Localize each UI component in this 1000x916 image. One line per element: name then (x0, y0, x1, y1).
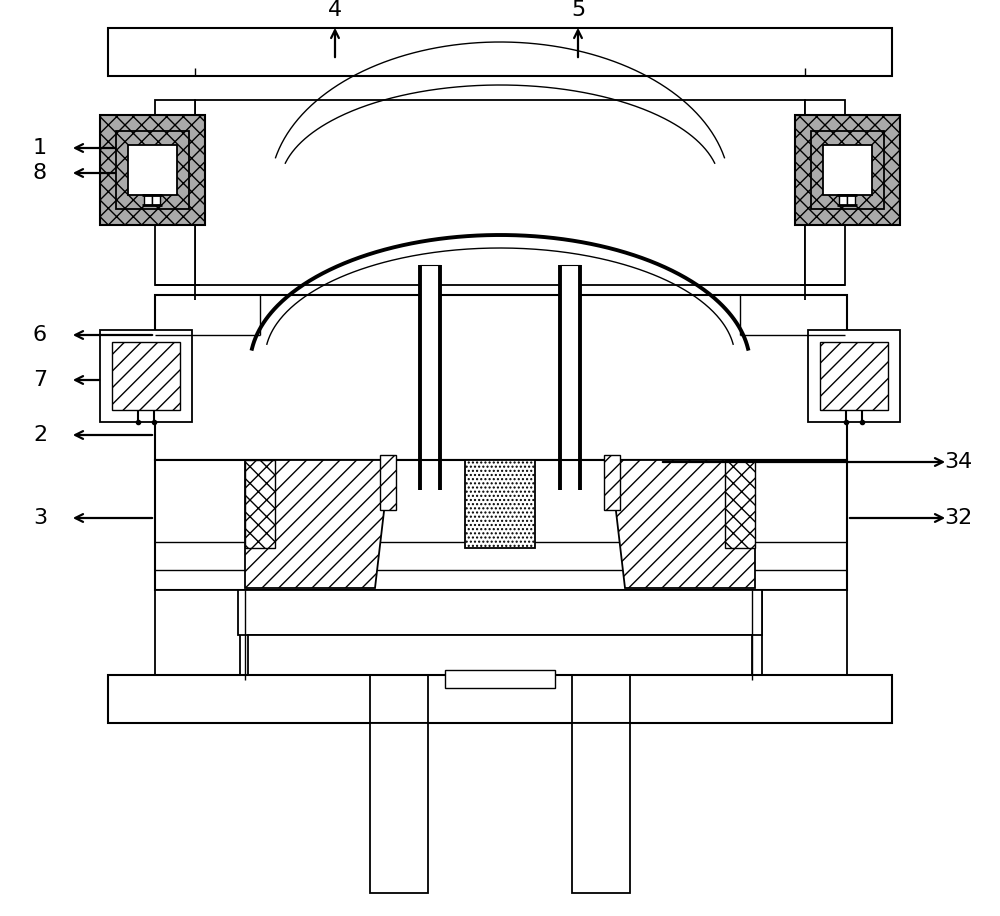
Text: 8: 8 (33, 163, 47, 183)
Bar (847, 195, 855, 205)
Bar (195, 100, 805, 285)
Bar (808, 330, 900, 422)
Bar (112, 342, 180, 410)
Bar (820, 342, 888, 410)
Text: 7: 7 (33, 370, 47, 390)
Bar (100, 115, 205, 225)
Bar (152, 195, 160, 205)
Polygon shape (245, 460, 390, 588)
Bar (465, 460, 535, 548)
Bar (100, 330, 192, 422)
Bar (128, 145, 177, 195)
Bar (116, 131, 189, 209)
Bar (370, 723, 428, 893)
Text: 34: 34 (944, 452, 972, 472)
Bar (144, 195, 152, 205)
Bar (762, 590, 847, 680)
Bar (155, 295, 847, 460)
Bar (823, 145, 872, 195)
Bar (604, 455, 620, 510)
Bar (155, 100, 195, 285)
Bar (248, 635, 752, 675)
Polygon shape (610, 460, 755, 588)
Text: 4: 4 (328, 0, 342, 20)
Text: 32: 32 (944, 508, 972, 528)
Text: 2: 2 (33, 425, 47, 445)
Bar (108, 675, 892, 723)
Bar (108, 28, 892, 76)
Bar (795, 115, 900, 225)
Bar (811, 131, 884, 209)
Bar (238, 590, 762, 635)
Text: 5: 5 (571, 0, 585, 20)
Bar (445, 670, 555, 688)
Bar (155, 590, 240, 680)
Bar (155, 460, 847, 590)
Bar (839, 195, 847, 205)
Text: 3: 3 (33, 508, 47, 528)
Bar (420, 265, 440, 490)
Bar (805, 100, 845, 285)
Bar (572, 723, 630, 893)
Bar (380, 455, 396, 510)
Bar (245, 460, 275, 548)
Bar (560, 265, 580, 490)
Bar (725, 460, 755, 548)
Text: 6: 6 (33, 325, 47, 345)
Text: 1: 1 (33, 138, 47, 158)
